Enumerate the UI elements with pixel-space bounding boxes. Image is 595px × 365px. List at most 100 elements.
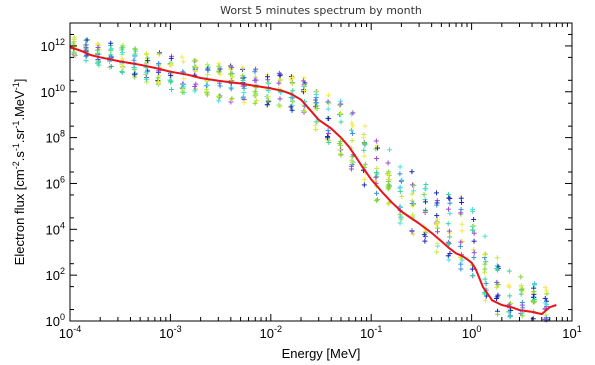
scatter-point (459, 199, 465, 205)
scatter-point (447, 195, 453, 201)
scatter-point (471, 223, 477, 229)
scatter-point (253, 77, 259, 83)
scatter-point (434, 220, 440, 226)
scatter-point (361, 135, 367, 141)
scatter-point (374, 190, 380, 196)
scatter-point (95, 59, 101, 65)
scatter-point (397, 185, 403, 191)
scatter-point (301, 75, 307, 81)
scatter-point (313, 97, 319, 103)
scatter-point (288, 104, 294, 110)
scatter-point (72, 52, 78, 58)
scatter-point (349, 159, 355, 165)
scatter-layer (70, 35, 550, 323)
scatter-point (423, 199, 429, 205)
scatter-point (446, 257, 452, 263)
scatter-point (482, 251, 488, 257)
scatter-point (108, 63, 114, 69)
scatter-point (518, 274, 524, 280)
scatter-point (361, 140, 367, 146)
scatter-point (397, 164, 403, 170)
scatter-point (410, 201, 416, 207)
scatter-point (471, 247, 477, 253)
scatter-point (445, 221, 451, 227)
chart-title: Worst 5 minutes spectrum by month (220, 4, 422, 17)
scatter-point (506, 309, 512, 315)
scatter-point (482, 276, 488, 282)
y-tick-label: 100 (46, 312, 65, 329)
y-axis-label: Electron flux [cm-2.s-1.sr-1.MeV-1] (11, 79, 27, 266)
scatter-point (203, 83, 209, 89)
y-tick-label: 104 (46, 220, 65, 237)
scatter-point (434, 213, 440, 219)
scatter-point (471, 250, 477, 256)
scatter-point (193, 81, 199, 87)
scatter-point (350, 110, 356, 116)
scatter-point (350, 130, 356, 136)
scatter-point (337, 138, 343, 144)
scatter-point (398, 204, 404, 210)
scatter-point (169, 86, 175, 92)
scatter-point (495, 311, 501, 317)
scatter-point (326, 140, 332, 146)
scatter-point (446, 195, 452, 201)
scatter-point (241, 100, 247, 106)
scatter-point (434, 241, 440, 247)
scatter-point (470, 272, 476, 278)
scatter-point (155, 79, 161, 85)
scatter-point (458, 266, 464, 272)
scatter-point (375, 196, 381, 202)
scatter-point (471, 216, 477, 222)
scatter-point (530, 316, 536, 322)
scatter-point (410, 231, 416, 237)
scatter-point (145, 58, 151, 64)
scatter-point (277, 78, 283, 84)
scatter-point (482, 266, 488, 272)
scatter-point (519, 299, 525, 305)
scatter-point (385, 201, 391, 207)
scatter-point (301, 84, 307, 90)
scatter-point (132, 65, 138, 71)
scatter-point (216, 69, 222, 75)
scatter-point (458, 261, 464, 267)
x-tick-label: 100 (462, 324, 481, 341)
scatter-point (325, 128, 331, 134)
scatter-point (168, 55, 174, 61)
scatter-point (71, 37, 77, 43)
scatter-point (458, 210, 464, 216)
scatter-point (252, 69, 258, 75)
scatter-point (471, 238, 477, 244)
scatter-point (144, 79, 150, 85)
scatter-point (373, 198, 379, 204)
scatter-point (483, 297, 489, 303)
scatter-point (192, 86, 198, 92)
scatter-point (252, 100, 258, 106)
scatter-point (421, 192, 427, 198)
scatter-point (156, 61, 162, 67)
scatter-point (445, 206, 451, 212)
scatter-point (83, 58, 89, 64)
scatter-point (277, 73, 283, 79)
scatter-point (314, 106, 320, 112)
x-tick-label: 101 (562, 324, 581, 341)
scatter-point (326, 130, 332, 136)
scatter-point (325, 106, 331, 112)
scatter-point (519, 313, 525, 319)
scatter-point (203, 89, 209, 95)
scatter-point (397, 171, 403, 177)
scatter-point (301, 88, 307, 94)
scatter-point (326, 92, 332, 98)
scatter-point (373, 138, 379, 144)
scatter-point (276, 80, 282, 86)
scatter-point (386, 200, 392, 206)
scatter-point (495, 292, 501, 298)
x-axis-ticks: 10-4 10-3 10-2 10-1 100 101 (59, 23, 582, 341)
scatter-point (253, 98, 259, 104)
scatter-point (290, 99, 296, 105)
scatter-point (519, 286, 525, 292)
scatter-point (83, 42, 89, 48)
y-tick-label: 108 (46, 129, 65, 146)
scatter-point (277, 96, 283, 102)
x-axis-label: Energy [MeV] (282, 346, 361, 361)
scatter-point (326, 116, 332, 122)
